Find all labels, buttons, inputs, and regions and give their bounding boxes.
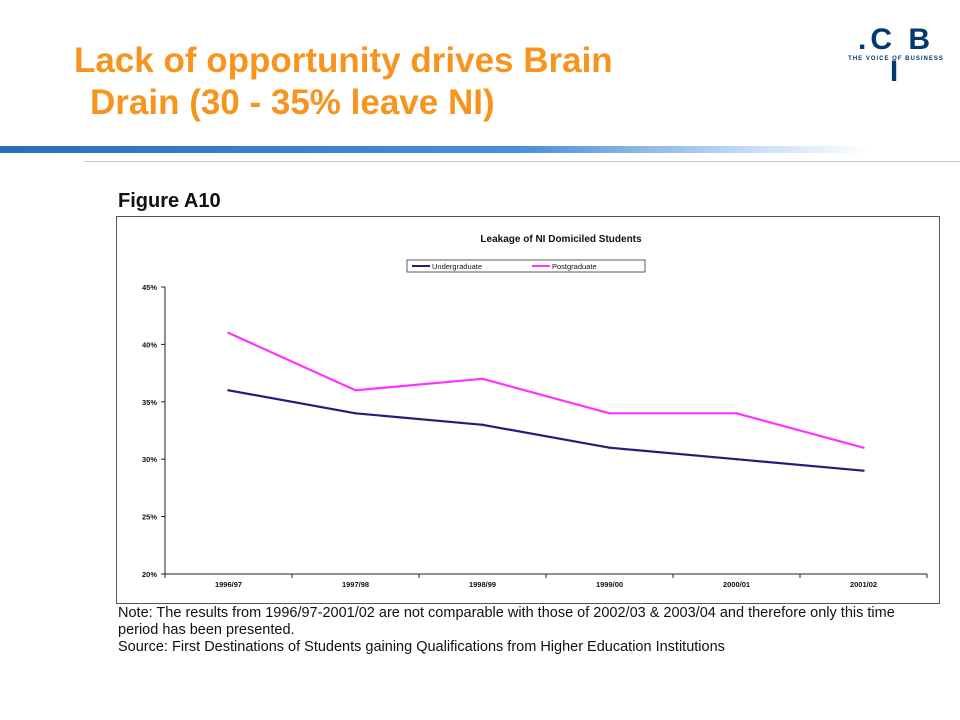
title-divider — [84, 161, 960, 162]
data-point-postgraduate — [735, 412, 738, 415]
data-point-undergraduate — [608, 446, 611, 449]
slide-title: Lack of opportunity drives Brain Drain (… — [74, 40, 613, 124]
line-chart: Leakage of NI Domiciled Students Undergra… — [142, 234, 928, 589]
x-tick-label: 1997/98 — [342, 580, 369, 589]
data-point-postgraduate — [227, 331, 230, 335]
figure-label: Figure A10 — [118, 190, 221, 212]
x-tick-label: 2001/02 — [850, 580, 877, 589]
legend-box — [406, 259, 646, 273]
slide-title-line2: Drain (30 - 35% leave NI) — [90, 83, 495, 122]
chart-frame: Leakage of NI Domiciled Students Undergra… — [116, 216, 940, 604]
x-tick-label: 2000/01 — [723, 580, 750, 589]
y-tick-label: 45% — [142, 283, 157, 292]
cbi-logo-wordmark: .C B I — [858, 23, 934, 88]
slide-title-line1: Lack of opportunity drives Brain — [74, 41, 613, 80]
data-point-undergraduate — [481, 423, 484, 426]
cbi-logo: .C B I THE VOICE OF BUSINESS — [848, 24, 944, 88]
data-point-undergraduate — [735, 458, 738, 461]
x-tick-label: 1999/00 — [596, 580, 623, 589]
data-point-undergraduate — [227, 389, 230, 392]
y-tick-label: 25% — [142, 513, 157, 522]
x-tick-label: 1998/99 — [469, 580, 496, 589]
data-point-postgraduate — [354, 389, 357, 392]
y-tick-label: 20% — [142, 570, 157, 579]
x-tick-label: 1996/97 — [215, 580, 242, 589]
chart-note: Note: The results from 1996/97-2001/02 a… — [118, 605, 895, 638]
legend-label-postgraduate: Postgraduate — [552, 262, 597, 271]
series-line-undergraduate — [228, 389, 864, 472]
chart-title: Leakage of NI Domiciled Students — [480, 234, 642, 245]
data-point-undergraduate — [354, 412, 357, 415]
title-underline-bar — [0, 146, 870, 153]
y-tick-label: 40% — [142, 340, 157, 349]
chart-notes: Note: The results from 1996/97-2001/02 a… — [118, 605, 938, 656]
legend-label-undergraduate: Undergraduate — [432, 262, 482, 271]
data-point-postgraduate — [862, 446, 865, 449]
data-point-undergraduate — [862, 469, 865, 472]
data-point-postgraduate — [608, 412, 611, 415]
data-point-postgraduate — [481, 377, 484, 381]
chart-source: Source: First Destinations of Students g… — [118, 639, 725, 655]
y-tick-label: 35% — [142, 398, 157, 407]
y-tick-label: 30% — [142, 455, 157, 464]
cbi-logo-tagline: THE VOICE OF BUSINESS — [848, 56, 944, 62]
series-line-postgraduate — [228, 331, 864, 449]
